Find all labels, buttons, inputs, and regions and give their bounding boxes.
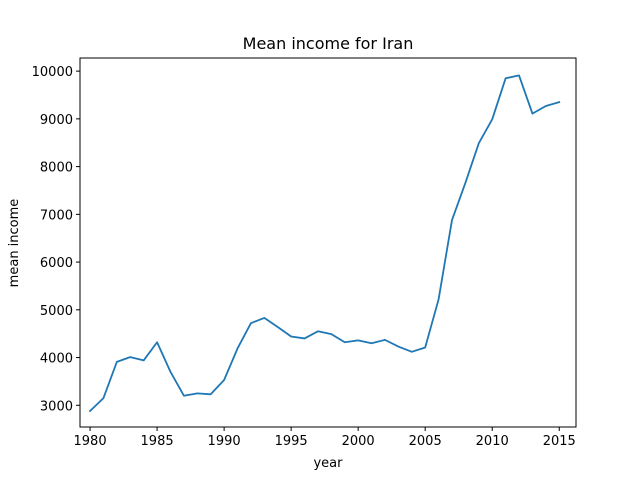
y-tick-label: 6000 — [40, 256, 73, 271]
x-tick-label: 2015 — [543, 434, 576, 449]
x-tick-label: 1980 — [74, 434, 107, 449]
x-tick-label: 1990 — [208, 434, 241, 449]
plot-area: 1980 1985 1990 1995 2000 2005 2010 2015 3000 4000… — [32, 57, 577, 449]
y-axis-label: mean income — [7, 199, 22, 288]
y-tick-label: 10000 — [32, 65, 73, 80]
x-tick-label: 2010 — [476, 434, 509, 449]
y-tick-label: 5000 — [40, 304, 73, 319]
y-tick-label: 9000 — [40, 113, 73, 128]
series-line — [88, 74, 561, 413]
y-tick-label: 7000 — [40, 208, 73, 223]
x-tick-label: 1995 — [275, 434, 308, 449]
x-tick-label: 1985 — [141, 434, 174, 449]
x-axis-label: year — [313, 456, 343, 471]
x-tick-label: 2005 — [409, 434, 442, 449]
axes-frame — [79, 57, 577, 428]
y-tick-label: 4000 — [40, 352, 73, 367]
y-tick-label: 3000 — [40, 399, 73, 414]
chart-title: Mean income for Iran — [243, 34, 414, 53]
y-tick-label: 8000 — [40, 161, 73, 176]
x-tick-label: 2000 — [342, 434, 375, 449]
